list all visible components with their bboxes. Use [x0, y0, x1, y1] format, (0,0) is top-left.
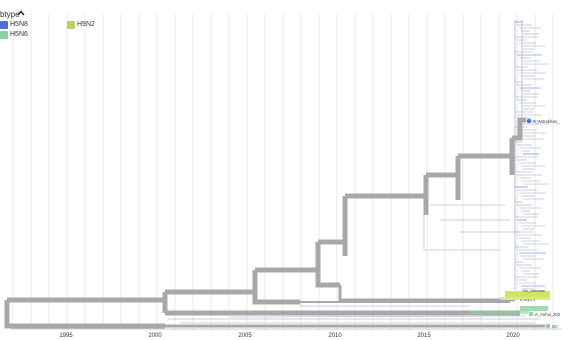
h5n6-cluster — [520, 306, 548, 311]
legend-title: btype — [0, 10, 20, 19]
tick-label: 2015 — [417, 333, 431, 339]
tip-label-astrakhan: A_Astrakhan_ — [533, 119, 560, 124]
tick-label: 2000 — [148, 333, 162, 339]
backbone-branch — [4, 300, 165, 329]
legend-item-label: H5N6 — [10, 31, 28, 38]
legend-swatch — [0, 31, 8, 39]
tick-label: 2005 — [238, 333, 252, 339]
chevron-up-icon[interactable] — [17, 9, 25, 17]
tick-label: 1995 — [59, 333, 73, 339]
legend-item-label: H5N8 — [10, 21, 28, 28]
thin-branches — [150, 20, 549, 327]
h9n2-cluster — [505, 291, 550, 299]
legend-swatch — [67, 21, 75, 29]
backbone-branch — [338, 285, 515, 302]
cluster-label: A_tianjin_2 — [520, 298, 535, 302]
highlighted-tips: A_Astrakhan_ A_Anhui_202 Gn — [526, 118, 561, 329]
thin-branch — [423, 180, 500, 251]
legend-item-h5n8[interactable]: H5N8 — [0, 21, 60, 31]
legend-item-h9n2[interactable]: H9N2 — [67, 21, 127, 31]
tip-label-bottom: Gn — [552, 324, 558, 329]
backbone-branch — [315, 242, 340, 288]
backbone-branch — [252, 270, 300, 305]
time-grid — [12, 14, 554, 330]
color-legend: btype H5N8 H5N6 H9N2 — [0, 0, 140, 42]
tip-label-anhui: A_Anhui_202 — [535, 312, 561, 317]
thick-branches — [4, 117, 548, 329]
legend-item-label: H9N2 — [77, 21, 95, 28]
legend-swatch — [0, 21, 8, 29]
tip-marker-anhui — [528, 311, 534, 317]
tip-marker-astrakhan — [526, 118, 532, 124]
thin-branch — [229, 315, 526, 318]
legend-item-h5n6[interactable]: H5N6 — [0, 31, 60, 41]
h9n2-cluster — [500, 297, 550, 300]
cluster-label: Yxr_ntcbiuac — [522, 288, 545, 293]
tip-marker-bottom — [545, 323, 551, 329]
tick-label: 2020 — [506, 333, 520, 339]
time-axis: 1995 2000 2005 2010 2015 2020 — [11, 328, 562, 339]
tick-label: 2010 — [328, 333, 342, 339]
h5n6-cluster — [470, 311, 530, 314]
backbone-branch — [512, 117, 526, 141]
tip-clusters: Yxr_ntcbiuac A_tianjin_2 — [470, 288, 550, 314]
